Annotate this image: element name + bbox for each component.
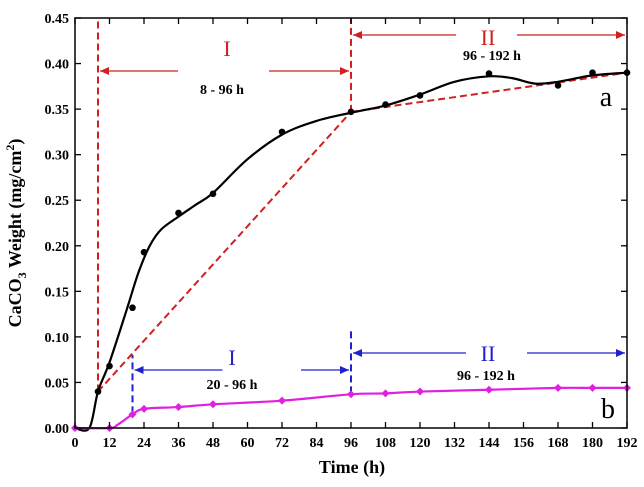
b-stage1-arrow-right-head bbox=[340, 366, 349, 374]
b-stage1-numeral: I bbox=[228, 345, 235, 370]
series-a-line bbox=[74, 71, 628, 432]
y-tick-label: 0.45 bbox=[45, 12, 70, 27]
b-stage2-numeral: II bbox=[481, 341, 496, 366]
a-stage1-arrow-right-head bbox=[340, 67, 349, 75]
y-tick-label: 0.20 bbox=[45, 240, 70, 255]
series-b-point bbox=[554, 383, 562, 392]
series-b-point bbox=[416, 387, 424, 396]
x-tick-label: 0 bbox=[72, 436, 79, 451]
x-tick-label: 132 bbox=[444, 436, 465, 451]
y-tick-label: 0.35 bbox=[45, 103, 70, 118]
x-tick-label: 180 bbox=[582, 436, 603, 451]
series-a-point bbox=[129, 304, 136, 312]
a-stage2-arrow-right-head bbox=[616, 31, 625, 39]
series-b-point bbox=[140, 404, 148, 413]
x-tick-label: 60 bbox=[241, 436, 255, 451]
series-a-point bbox=[140, 248, 148, 256]
x-tick-label: 36 bbox=[172, 436, 186, 451]
series-a-point bbox=[347, 108, 355, 116]
x-tick-label: 156 bbox=[513, 436, 534, 451]
y-axis-title: CaCO3 Weight (mg/cm2) bbox=[3, 139, 29, 328]
a-stage1-numeral: I bbox=[223, 36, 230, 61]
series-a-point bbox=[589, 69, 596, 76]
x-tick-label: 108 bbox=[375, 436, 396, 451]
b-stage2-arrow-left-head bbox=[353, 349, 362, 357]
series-a-point bbox=[554, 82, 562, 89]
series-a-point bbox=[175, 209, 182, 217]
x-tick-label: 72 bbox=[275, 436, 289, 451]
series-a-point bbox=[94, 388, 102, 395]
y-tick-label: 0.40 bbox=[45, 58, 70, 73]
b-stage2-range: 96 - 192 h bbox=[457, 369, 515, 384]
x-tick-label: 96 bbox=[344, 436, 358, 451]
b-stage1-arrow-left-head bbox=[134, 366, 144, 374]
x-tick-label: 120 bbox=[410, 436, 431, 451]
y-tick-label: 0.10 bbox=[45, 331, 70, 346]
series-a-point bbox=[209, 190, 217, 198]
a-stage1-arrow-left-head bbox=[100, 67, 109, 75]
b-stage2-arrow-right-head bbox=[616, 349, 625, 357]
series-b-point bbox=[209, 400, 217, 409]
series-b-point bbox=[485, 385, 493, 394]
b-stage1-range: 20 - 96 h bbox=[207, 378, 258, 393]
trend-line-1 bbox=[97, 111, 352, 393]
x-tick-label: 48 bbox=[206, 436, 220, 451]
x-tick-label: 192 bbox=[617, 436, 638, 451]
series-a-point bbox=[416, 92, 424, 99]
series-b-point bbox=[278, 396, 286, 405]
y-tick-label: 0.00 bbox=[45, 422, 70, 437]
y-tick-label: 0.15 bbox=[45, 285, 70, 300]
x-axis-title: Time (h) bbox=[319, 457, 385, 478]
series-b-point bbox=[588, 383, 597, 392]
series-a-point bbox=[278, 128, 286, 136]
a-stage2-arrow-left-head bbox=[353, 31, 362, 39]
x-tick-label: 168 bbox=[548, 436, 569, 451]
curve-a-label: a bbox=[600, 82, 613, 113]
y-tick-label: 0.05 bbox=[45, 376, 70, 391]
series-b-point bbox=[128, 410, 137, 419]
series-a-point bbox=[485, 70, 493, 77]
a-stage2-numeral: II bbox=[481, 25, 496, 50]
series-a-point bbox=[382, 101, 389, 108]
x-tick-label: 24 bbox=[137, 436, 151, 451]
a-stage1-range: 8 - 96 h bbox=[200, 83, 244, 98]
x-tick-label: 144 bbox=[479, 436, 500, 451]
trend-line-2 bbox=[350, 71, 628, 113]
series-b-point bbox=[381, 389, 390, 398]
a-stage2-range: 96 - 192 h bbox=[463, 49, 521, 64]
y-tick-label: 0.25 bbox=[45, 194, 70, 209]
y-tick-label: 0.30 bbox=[45, 149, 70, 164]
x-tick-label: 84 bbox=[310, 436, 324, 451]
curve-b-label: b bbox=[601, 394, 615, 425]
series-b-point bbox=[347, 390, 355, 399]
series-a-point bbox=[106, 362, 113, 370]
x-tick-label: 12 bbox=[103, 436, 117, 451]
series-b-point bbox=[174, 403, 183, 412]
